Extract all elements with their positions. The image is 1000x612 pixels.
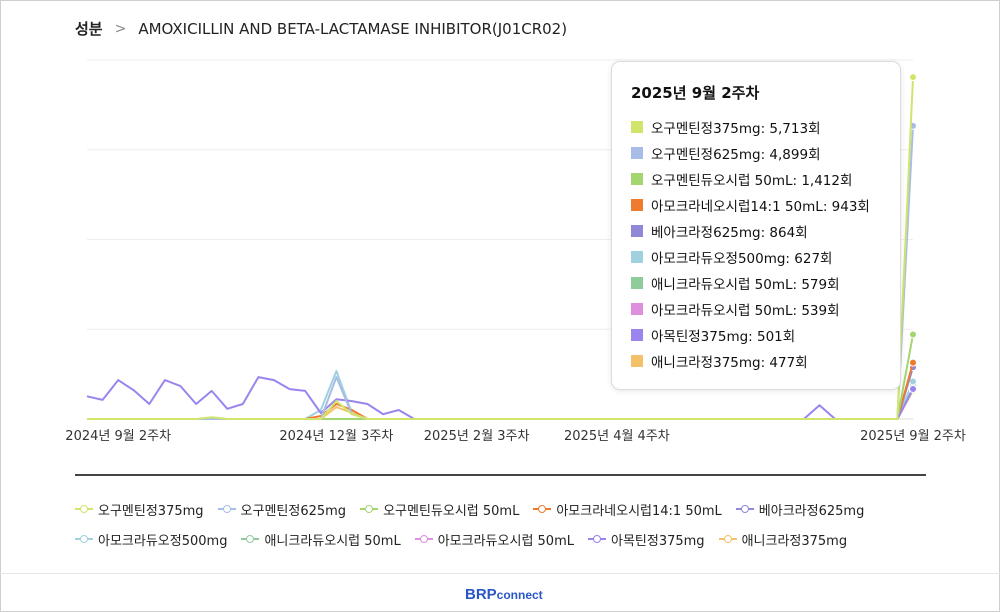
tooltip-item: 아목틴정375mg: 501회: [631, 322, 870, 348]
tooltip-item: 애니크라듀오시럽 50mL: 579회: [631, 270, 870, 296]
data-point[interactable]: [909, 377, 917, 386]
x-tick-label: 2025년 4월 4주차: [564, 429, 670, 444]
legend-item[interactable]: 오구멘틴정625mg: [217, 500, 347, 519]
series-swatch-icon: [631, 225, 643, 237]
legend-label: 베아크라정625mg: [758, 503, 865, 519]
legend-item[interactable]: 아모크라듀오시럽 50mL: [414, 530, 574, 549]
legend-marker-icon: [718, 533, 737, 545]
footer-divider: [0, 573, 1000, 574]
legend-row: 오구멘틴정375mg 오구멘틴정625mg 오구멘틴듀오시럽 50mL 아모크라네오시…: [75, 494, 935, 524]
series-swatch-icon: [631, 199, 643, 211]
tooltip-item: 아모크라듀오시럽 50mL: 539회: [631, 296, 870, 322]
tooltip-item-text: 아목틴정375mg: 501회: [651, 329, 796, 345]
legend-label: 오구멘틴정375mg: [98, 503, 204, 519]
breadcrumb: 성분 > AMOXICILLIN AND BETA-LACTAMASE INHI…: [75, 18, 567, 39]
x-tick-label: 2025년 2월 3주차: [424, 429, 530, 444]
chart-legend: 오구멘틴정375mg 오구멘틴정625mg 오구멘틴듀오시럽 50mL 아모크라네오시…: [75, 494, 935, 554]
legend-item[interactable]: 애니크라정375mg: [718, 530, 848, 549]
breadcrumb-current: AMOXICILLIN AND BETA-LACTAMASE INHIBITOR…: [138, 19, 568, 38]
series-swatch-icon: [631, 121, 643, 133]
chart-divider: [75, 474, 926, 476]
legend-item[interactable]: 아모크라듀오정500mg: [75, 530, 227, 549]
tooltip-item-text: 베아크라정625mg: 864회: [651, 225, 808, 241]
tooltip-item-text: 애니크라듀오시럽 50mL: 579회: [651, 277, 840, 293]
tooltip-item-text: 오구멘틴정375mg: 5,713회: [651, 121, 821, 137]
logo-brand-bold: BRP: [465, 586, 497, 603]
legend-label: 아모크라듀오시럽 50mL: [437, 533, 574, 549]
tooltip-item-text: 오구멘틴정625mg: 4,899회: [651, 147, 821, 163]
series-swatch-icon: [631, 147, 643, 159]
series-swatch-icon: [631, 251, 643, 263]
legend-marker-icon: [414, 533, 433, 545]
legend-marker-icon: [217, 503, 236, 515]
legend-item[interactable]: 아모크라네오시럽14:1 50mL: [533, 500, 722, 519]
x-tick-label: 2024년 12월 3주차: [279, 429, 393, 444]
tooltip-item: 오구멘틴정375mg: 5,713회: [631, 114, 870, 140]
tooltip-item: 오구멘틴정625mg: 4,899회: [631, 140, 870, 166]
legend-marker-icon: [75, 503, 93, 515]
legend-item[interactable]: 애니크라듀오시럽 50mL: [241, 530, 401, 549]
tooltip-item-text: 아모크라네오시럽14:1 50mL: 943회: [651, 199, 870, 215]
tooltip-item: 애니크라정375mg: 477회: [631, 348, 870, 374]
series-swatch-icon: [631, 277, 643, 289]
legend-marker-icon: [587, 533, 606, 545]
legend-label: 애니크라듀오시럽 50mL: [264, 533, 401, 549]
data-point[interactable]: [909, 73, 917, 82]
legend-item[interactable]: 오구멘틴듀오시럽 50mL: [360, 500, 519, 519]
series-line: [87, 77, 914, 420]
logo-brand-small: connect: [496, 588, 543, 602]
line-chart[interactable]: 2024년 9월 2주차 2024년 12월 3주차 2025년 2월 3주차 202…: [0, 0, 1000, 470]
legend-marker-icon: [735, 503, 754, 515]
legend-label: 오구멘틴듀오시럽 50mL: [383, 503, 520, 519]
series-swatch-icon: [631, 303, 643, 315]
data-point[interactable]: [909, 358, 917, 367]
data-point[interactable]: [909, 385, 917, 394]
x-tick-label: 2024년 9월 2주차: [65, 429, 171, 444]
legend-marker-icon: [241, 533, 260, 545]
brp-connect-logo: BRPconnect: [465, 586, 543, 603]
tooltip-item-text: 애니크라정375mg: 477회: [651, 355, 808, 371]
breadcrumb-root[interactable]: 성분: [75, 20, 103, 38]
series-swatch-icon: [631, 329, 643, 341]
legend-marker-icon: [533, 503, 552, 515]
series-swatch-icon: [631, 173, 643, 185]
series-line: [87, 390, 914, 420]
legend-marker-icon: [360, 503, 379, 515]
tooltip-item-text: 아모크라듀오정500mg: 627회: [651, 251, 833, 267]
breadcrumb-separator-icon: >: [114, 20, 127, 37]
legend-label: 애니크라정375mg: [741, 533, 848, 549]
legend-label: 아목틴정375mg: [610, 533, 705, 549]
chart-series: [86, 73, 917, 420]
data-point[interactable]: [909, 330, 917, 339]
legend-item[interactable]: 아목틴정375mg: [587, 530, 705, 549]
tooltip-item: 오구멘틴듀오시럽 50mL: 1,412회: [631, 166, 870, 192]
series-swatch-icon: [631, 355, 643, 367]
legend-item[interactable]: 베아크라정625mg: [735, 500, 865, 519]
tooltip-item: 아모크라네오시럽14:1 50mL: 943회: [631, 192, 870, 218]
x-tick-label: 2025년 9월 2주차: [860, 429, 966, 444]
tooltip-item: 베아크라정625mg: 864회: [631, 218, 870, 244]
legend-label: 아모크라네오시럽14:1 50mL: [556, 503, 722, 519]
tooltip-title: 2025년 9월 2주차: [631, 84, 760, 102]
x-axis-ticks: 2024년 9월 2주차 2024년 12월 3주차 2025년 2월 3주차 202…: [65, 429, 966, 444]
legend-item[interactable]: 오구멘틴정375mg: [75, 500, 204, 519]
tooltip-item: 아모크라듀오정500mg: 627회: [631, 244, 870, 270]
tooltip-item-text: 아모크라듀오시럽 50mL: 539회: [651, 303, 840, 319]
legend-row: 아모크라듀오정500mg 애니크라듀오시럽 50mL 아모크라듀오시럽 50mL 아목…: [75, 524, 935, 554]
legend-label: 오구멘틴정625mg: [240, 503, 347, 519]
legend-marker-icon: [75, 533, 93, 545]
legend-label: 아모크라듀오정500mg: [98, 533, 228, 549]
tooltip-item-text: 오구멘틴듀오시럽 50mL: 1,412회: [651, 173, 853, 189]
series-0: [87, 73, 917, 420]
